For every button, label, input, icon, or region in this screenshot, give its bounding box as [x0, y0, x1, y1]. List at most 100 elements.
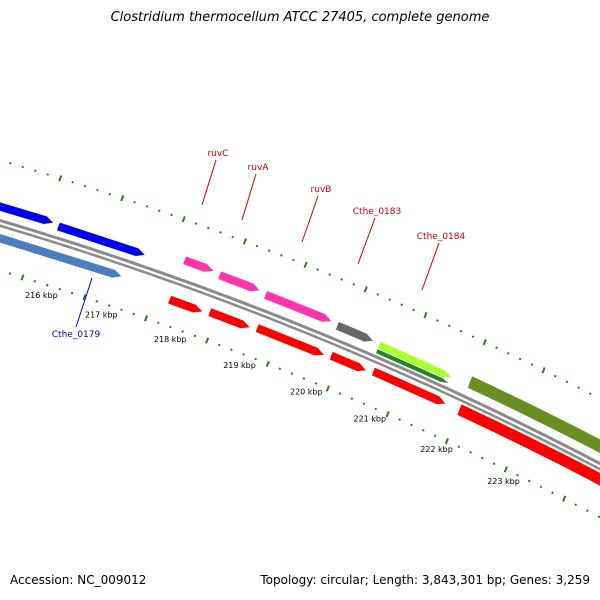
inner-tick-mark [107, 304, 111, 307]
outer-tick-mark [303, 261, 308, 269]
page-title: Clostridium thermocellum ATCC 27405, com… [110, 10, 490, 25]
outer-tick-mark [206, 226, 210, 230]
outer-tick-mark [9, 162, 12, 165]
outer-tick-mark [157, 209, 161, 212]
genome-backbone [0, 218, 600, 471]
outer-tick-ring [9, 162, 600, 403]
outer-tick-mark [280, 254, 283, 257]
inner-tick-mark [58, 287, 62, 291]
gene-feature [376, 340, 453, 379]
outer-tick-mark [388, 298, 391, 301]
outer-tick-mark [231, 235, 235, 239]
outer-tick-mark [565, 380, 569, 384]
inner-tick-mark [8, 272, 12, 275]
outer-tick-mark [145, 205, 149, 208]
outer-tick-mark [170, 213, 173, 217]
gene-feature [334, 320, 375, 343]
outer-tick-mark [21, 165, 25, 169]
genome-summary-text: Topology: circular; Length: 3,843,301 bp… [260, 573, 590, 587]
inner-tick-mark [230, 348, 233, 352]
scale-label: 221 kbp [353, 415, 386, 424]
scale-label: 223 kbp [487, 477, 520, 486]
gene-label: Cthe_0179 [52, 330, 101, 340]
outer-tick-mark [71, 180, 74, 184]
gene-label-leader [241, 173, 257, 221]
gene-label-leader [301, 195, 319, 243]
outer-tick-mark [471, 335, 475, 338]
outer-tick-mark [553, 374, 557, 378]
inner-tick-mark [374, 407, 378, 411]
gene-label: ruvC [207, 149, 228, 159]
outer-tick-mark [58, 175, 63, 182]
outer-tick-mark [316, 268, 319, 271]
outer-tick-mark [412, 308, 415, 312]
accession-text: Accession: NC_009012 [10, 573, 147, 587]
inner-tick-mark [290, 372, 294, 375]
gene-feature [217, 270, 262, 293]
scale-labels: 216 kbp 217 kbp 218 kbp 219 kbp 220 kbp 221 k… [25, 291, 520, 486]
gene-feature [466, 375, 600, 454]
inner-tick-mark [503, 466, 508, 473]
inner-tick-mark [33, 279, 37, 283]
inner-tick-mark [120, 308, 123, 311]
gene-label-leader [421, 242, 440, 291]
gene-label-leader [75, 277, 93, 328]
outer-tick-mark [120, 195, 125, 202]
scale-label: 219 kbp [223, 361, 256, 370]
outer-tick-mark [447, 324, 451, 328]
outer-tick-mark [34, 169, 37, 173]
inner-tick-mark [350, 397, 354, 400]
backbone-line [0, 218, 600, 466]
gene-feature [456, 403, 600, 487]
inner-tick-mark [586, 509, 589, 513]
inner-tick-mark [325, 385, 330, 392]
inner-tick-mark [181, 330, 185, 333]
gene-label-leader [201, 159, 217, 206]
outer-tick-mark [83, 184, 87, 188]
inner-tick-mark [20, 274, 25, 281]
outer-tick-mark [495, 346, 498, 349]
inner-tick-mark [132, 312, 136, 316]
inner-tick-mark [433, 434, 437, 438]
inner-tick-mark [492, 462, 496, 465]
scale-label: 220 kbp [290, 388, 323, 397]
inner-tick-mark [82, 294, 87, 301]
outer-tick-mark [219, 231, 222, 234]
inner-tick-mark [95, 300, 99, 303]
outer-tick-mark [328, 273, 331, 276]
outer-tick-mark [242, 238, 247, 245]
outer-tick-mark [363, 286, 368, 293]
gene-feature [375, 348, 451, 385]
outer-tick-mark [436, 319, 439, 322]
inner-tick-mark [516, 473, 519, 477]
inner-tick-mark [45, 283, 49, 287]
scale-label: 216 kbp [25, 291, 58, 300]
outer-tick-mark [459, 329, 463, 333]
inner-tick-mark [469, 451, 472, 454]
inner-tick-mark [254, 357, 257, 361]
gene-feature [0, 233, 124, 279]
inner-tick-mark [278, 367, 282, 371]
inner-tick-mark [551, 491, 554, 495]
gene-label: ruvA [248, 163, 270, 173]
inner-tick-mark [362, 402, 366, 406]
gene-label: Cthe_0184 [417, 232, 466, 242]
inner-tick-mark [527, 479, 531, 483]
outer-tick-mark [423, 312, 428, 319]
inner-tick-mark [421, 429, 425, 432]
backbone-line [0, 224, 600, 471]
inner-tick-mark [338, 392, 342, 395]
outer-tick-mark [255, 244, 259, 248]
gene-labels: ruvC ruvA ruvB Cthe_0183 Cthe_0184 Cthe_0179 [52, 149, 466, 340]
outer-tick-mark [577, 386, 580, 390]
inner-tick-mark [480, 456, 484, 460]
outer-tick-mark [400, 303, 403, 307]
inner-tick-mark [242, 353, 245, 356]
inner-tick-mark [385, 411, 390, 418]
inner-tick-mark [193, 334, 197, 338]
gene-feature [328, 350, 368, 372]
gene-feature [182, 255, 216, 273]
outer-tick-mark [133, 201, 136, 204]
gene-feature [55, 221, 147, 257]
